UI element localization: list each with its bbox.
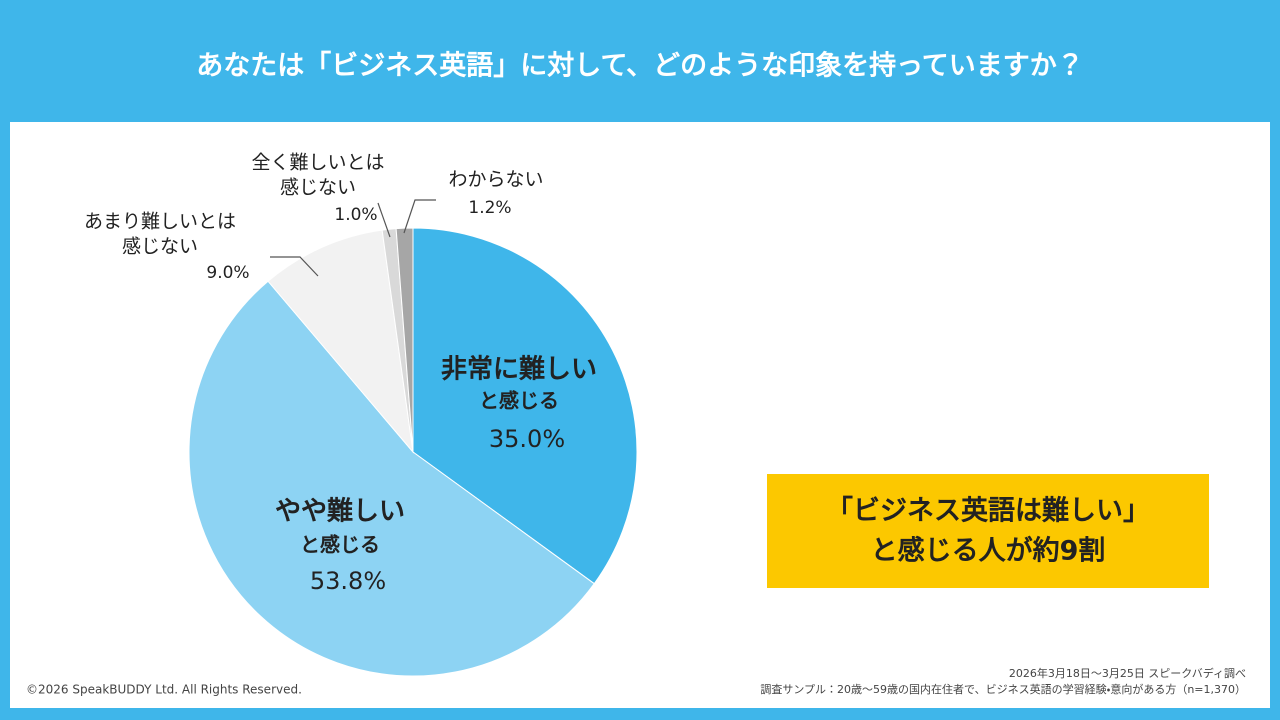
leader-lines — [270, 199, 436, 277]
pie-slice — [188, 280, 595, 677]
slice-label: 全く難しいとは — [251, 152, 384, 174]
leader-line — [270, 256, 319, 277]
slice-label: 感じない — [280, 177, 356, 199]
slice-label: と感じる — [300, 533, 380, 557]
value-label: 35.0% — [489, 425, 565, 453]
value-label: 9.0% — [206, 263, 249, 283]
copyright: ©2026 SpeakBUDDY Ltd. All Rights Reserve… — [26, 683, 302, 697]
callout-box — [767, 474, 1209, 588]
slice-label: 非常に難しい — [441, 355, 597, 385]
value-label: 1.0% — [334, 205, 377, 225]
slice-label: 感じない — [122, 236, 198, 258]
pie-slice — [412, 227, 638, 585]
source-note: 2026年3月18日～3月25日 スピークバディ調べ — [1009, 666, 1246, 680]
slice-label: わからない — [448, 169, 543, 191]
chart-title: あなたは「ビジネス英語」に対して、どのような印象を持っていますか？ — [196, 50, 1084, 82]
pie-slice — [267, 229, 414, 454]
leader-line — [377, 202, 391, 238]
callout-text: 「ビジネス英語は難しい」 — [826, 495, 1150, 527]
leader-line — [403, 199, 436, 234]
slice-label: と感じる — [479, 389, 559, 413]
value-label: 53.8% — [310, 567, 386, 595]
value-label: 1.2% — [468, 198, 511, 218]
slice-label: やや難しい — [275, 497, 405, 527]
callout-text: と感じる人が約9割 — [871, 535, 1106, 567]
pie-slice — [395, 227, 414, 453]
slice-label: あまり難しいとは — [84, 211, 236, 233]
source-note: 調査サンプル：20歳～59歳の国内在住者で、ビジネス英語の学習経験・意向がある方… — [760, 682, 1246, 696]
